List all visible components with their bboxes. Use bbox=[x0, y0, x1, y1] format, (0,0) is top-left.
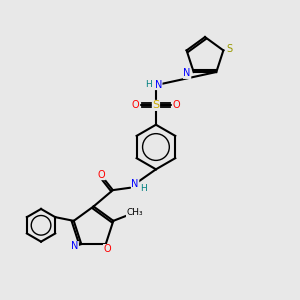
Text: N: N bbox=[183, 68, 191, 79]
Text: S: S bbox=[152, 100, 160, 110]
Text: O: O bbox=[173, 100, 181, 110]
Text: H: H bbox=[145, 80, 152, 89]
Text: O: O bbox=[103, 244, 111, 254]
Text: H: H bbox=[140, 184, 147, 193]
Text: N: N bbox=[131, 179, 139, 189]
Text: S: S bbox=[227, 44, 233, 54]
Text: N: N bbox=[154, 80, 162, 90]
Text: CH₃: CH₃ bbox=[126, 208, 143, 217]
Text: N: N bbox=[71, 242, 78, 251]
Text: O: O bbox=[98, 170, 105, 180]
Text: O: O bbox=[131, 100, 139, 110]
